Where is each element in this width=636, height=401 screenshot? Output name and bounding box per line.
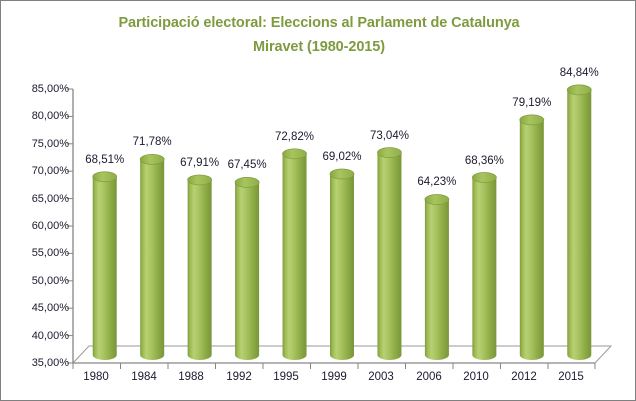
- y-tick-label: 40,00%: [31, 330, 69, 342]
- bar-cap-1980: [92, 171, 118, 183]
- bar-2012: [519, 119, 544, 360]
- data-label-1984: 71,78%: [132, 136, 172, 149]
- bar-1999: [330, 174, 354, 360]
- x-tick-label: 2015: [558, 371, 584, 383]
- bar-1995: [282, 153, 307, 360]
- bar-1988: [187, 179, 212, 360]
- bar-cap-2003: [377, 147, 402, 158]
- y-tick-label: 35,00%: [31, 357, 69, 369]
- bar-2006: [424, 199, 449, 360]
- y-tick-label: 60,00%: [31, 220, 69, 232]
- x-tick-label: 2012: [511, 371, 537, 383]
- bar-1984: [140, 159, 165, 360]
- data-label-2015: 84,84%: [559, 66, 599, 79]
- bar-2015: [567, 89, 592, 360]
- data-label-1992: 67,45%: [227, 159, 267, 172]
- bar-cap-1984: [139, 153, 165, 165]
- x-axis-ticks: [72, 363, 596, 369]
- data-label-1988: 67,91%: [180, 156, 220, 169]
- data-label-1999: 69,02%: [322, 151, 362, 163]
- bar-2010: [472, 177, 497, 360]
- bar-cap-2015: [566, 84, 592, 96]
- x-tick-label: 1988: [178, 371, 204, 383]
- data-label-2003: 73,04%: [369, 129, 409, 142]
- y-tick-label: 85,00%: [31, 83, 69, 95]
- x-tick-label: 2003: [368, 371, 394, 383]
- chart-title-line-2: Miravet (1980-2015): [253, 39, 385, 55]
- bar-cap-1999: [329, 168, 355, 180]
- data-label-2010: 68,36%: [464, 154, 504, 167]
- y-tick-label: 80,00%: [31, 110, 69, 122]
- bar-1992: [235, 182, 260, 360]
- y-tick-label: 75,00%: [31, 138, 69, 150]
- bar-cap-1992: [234, 177, 260, 188]
- data-label-2012: 79,19%: [512, 96, 552, 109]
- y-tick-label: 70,00%: [31, 165, 69, 177]
- y-axis-ticks: [67, 88, 73, 364]
- x-tick-label: 1992: [226, 371, 252, 383]
- bar-cap-2012: [519, 114, 545, 126]
- bar-cap-2010: [472, 172, 497, 183]
- y-tick-label: 65,00%: [31, 193, 69, 205]
- x-tick-label: 1995: [273, 371, 299, 383]
- x-tick-label: 2010: [463, 371, 489, 383]
- chart-title-line-1: Participació electoral: Eleccions al Par…: [118, 15, 520, 31]
- y-tick-label: 55,00%: [31, 247, 69, 259]
- bar-cap-1988: [187, 174, 212, 186]
- data-label-1995: 72,82%: [275, 130, 315, 143]
- bar-cap-1995: [282, 148, 307, 160]
- data-label-1980: 68,51%: [85, 153, 125, 166]
- bar-cap-2006: [424, 194, 450, 205]
- x-tick-label: 1980: [83, 371, 109, 383]
- bar-2003: [377, 152, 402, 360]
- y-tick-label: 50,00%: [31, 275, 69, 287]
- bar-1980: [92, 176, 117, 360]
- x-tick-label: 1984: [131, 371, 157, 383]
- x-tick-label: 2006: [416, 371, 442, 383]
- y-tick-label: 45,00%: [31, 302, 69, 314]
- bar-series: [92, 84, 592, 360]
- data-label-2006: 64,23%: [417, 176, 457, 189]
- chart-title: Participació electoral: Eleccions al Par…: [1, 11, 635, 59]
- x-tick-label: 1999: [321, 371, 347, 383]
